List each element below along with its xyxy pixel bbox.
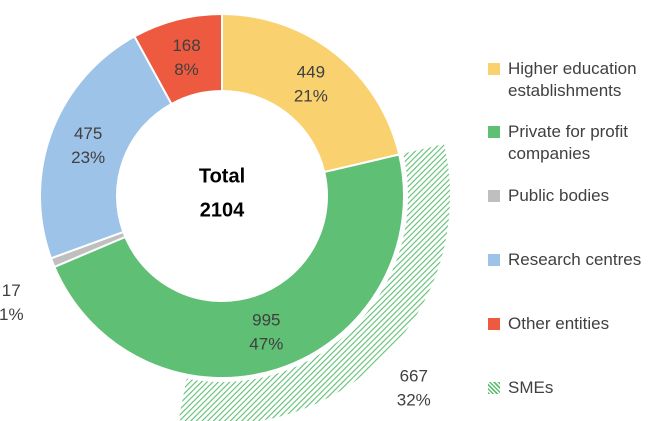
sub-value-label: 667 bbox=[400, 366, 428, 385]
legend-swatch bbox=[488, 126, 500, 138]
legend-item: Research centres bbox=[488, 249, 668, 271]
legend-item: Public bodies bbox=[488, 185, 668, 207]
center-label: Total bbox=[199, 165, 245, 187]
slice-percent-label: 8% bbox=[174, 60, 199, 79]
legend-swatch bbox=[488, 190, 500, 202]
slice-value-label: 475 bbox=[74, 124, 102, 143]
slice-percent-label: 1% bbox=[0, 305, 24, 324]
slice-value-label: 168 bbox=[172, 36, 200, 55]
slice-value-label: 17 bbox=[2, 281, 21, 300]
legend-item: SMEs bbox=[488, 377, 668, 399]
slice-percent-label: 47% bbox=[249, 334, 283, 353]
legend-label: Public bodies bbox=[508, 186, 610, 205]
legend-label: Research centres bbox=[508, 250, 642, 269]
legend-swatch bbox=[488, 382, 500, 394]
slice-value-label: 449 bbox=[297, 62, 325, 81]
sub-series-arc bbox=[178, 144, 450, 421]
donut-slice bbox=[133, 12, 223, 106]
legend-label: Private for profit companies bbox=[508, 122, 628, 163]
legend-label: SMEs bbox=[508, 378, 554, 397]
slice-percent-label: 23% bbox=[71, 148, 105, 167]
donut-slice bbox=[39, 35, 173, 260]
legend-item: Private for profit companies bbox=[488, 121, 668, 165]
legend-label: Higher education establishments bbox=[508, 59, 637, 100]
donut-slice bbox=[221, 12, 401, 174]
legend-swatch bbox=[488, 63, 500, 75]
donut-slice bbox=[53, 153, 405, 379]
center-total: 2104 bbox=[200, 199, 245, 221]
legend-item: Other entities bbox=[488, 313, 668, 335]
sub-percent-label: 32% bbox=[397, 390, 431, 409]
slice-value-label: 995 bbox=[252, 310, 280, 329]
legend-item: Higher education establishments bbox=[488, 58, 668, 102]
legend-swatch bbox=[488, 254, 500, 266]
slice-percent-label: 21% bbox=[294, 86, 328, 105]
legend-swatch bbox=[488, 318, 500, 330]
legend-label: Other entities bbox=[508, 314, 610, 333]
